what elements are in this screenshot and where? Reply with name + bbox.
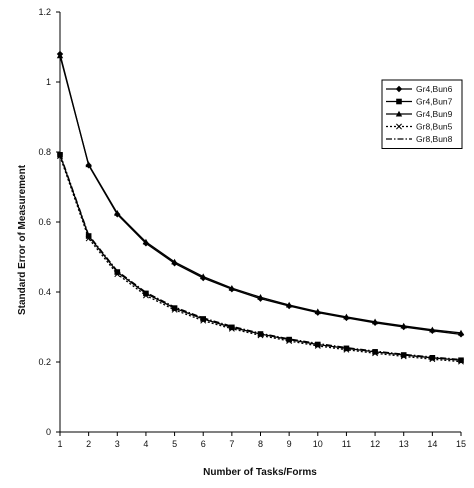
data-point-triangle	[228, 284, 236, 291]
x-tick-label: 6	[201, 439, 206, 449]
data-point-x	[114, 271, 121, 278]
data-point-x	[343, 346, 350, 353]
legend-item: Gr4,Bun9	[386, 109, 453, 119]
y-tick-label: 0.4	[38, 287, 51, 297]
data-point-triangle	[285, 301, 293, 308]
x-tick-label: 13	[399, 439, 409, 449]
data-point-square	[458, 357, 464, 364]
data-point-x	[400, 353, 407, 360]
data-point-square	[200, 316, 207, 322]
x-tick-label: 12	[370, 439, 380, 449]
data-point-triangle	[56, 52, 64, 59]
data-point-square	[171, 305, 178, 311]
y-tick-label: 1.2	[38, 7, 51, 17]
x-axis-title: Number of Tasks/Forms	[203, 467, 317, 478]
series-line	[59, 154, 462, 361]
data-point-x	[396, 123, 402, 130]
series-gr8-bun8	[59, 153, 462, 361]
legend-item: Gr8,Bun5	[386, 122, 453, 132]
axes: 00.20.40.60.811.21 2 3 4 5 6 7 8 9 10 11 12 13 14 15	[38, 7, 466, 449]
x-tick-label: 4	[143, 439, 148, 449]
legend-item: Gr4,Bun7	[386, 97, 453, 107]
x-tick-label: 3	[115, 439, 120, 449]
series-line	[59, 155, 462, 363]
data-point-triangle	[85, 161, 92, 168]
x-tick-label: 7	[229, 439, 234, 449]
legend-item: Gr4,Bun6	[386, 84, 453, 94]
data-point-triangle	[371, 318, 379, 325]
y-axis-title: Standard Error of Measurement	[17, 164, 28, 315]
data-point-diamond	[395, 85, 403, 93]
series-gr4-bun9	[56, 52, 465, 336]
legend: Gr4,Bun6 Gr4,Bun7 Gr4,Bun9 Gr8,Bun5 Gr8,Bun8	[381, 79, 463, 149]
legend-label: Gr4,Bun7	[416, 97, 453, 107]
data-point-square	[396, 98, 402, 105]
data-point-square	[114, 269, 121, 275]
data-point-square	[286, 336, 292, 343]
legend-item: Gr8,Bun8	[386, 134, 453, 144]
x-tick-label: 11	[342, 439, 351, 449]
y-tick-label: 0.8	[38, 147, 51, 157]
data-point-square	[372, 349, 378, 355]
legend-label: Gr8,Bun5	[416, 122, 453, 132]
data-point-triangle	[343, 313, 350, 320]
series-gr4-bun7	[57, 152, 464, 364]
data-point-triangle	[257, 294, 264, 300]
data-point-triangle	[114, 210, 121, 216]
data-point-triangle	[395, 110, 403, 117]
data-point-square	[400, 352, 407, 358]
data-point-square	[85, 233, 92, 239]
series-layer	[56, 50, 465, 365]
x-tick-label: 14	[427, 439, 437, 449]
x-tick-label: 10	[313, 439, 323, 449]
data-point-triangle	[171, 258, 178, 265]
data-point-triangle	[457, 329, 465, 336]
data-point-x	[458, 358, 464, 365]
data-point-square	[229, 324, 235, 331]
data-point-square	[343, 345, 350, 352]
x-tick-label: 9	[287, 439, 292, 449]
x-tick-label: 5	[172, 439, 177, 449]
data-point-triangle	[429, 326, 436, 333]
x-tick-label: 8	[258, 439, 263, 449]
y-tick-label: 1	[46, 77, 51, 87]
data-point-square	[314, 341, 321, 348]
legend-label: Gr8,Bun8	[416, 134, 453, 144]
x-tick-label: 1	[57, 439, 62, 449]
y-tick-label: 0.2	[38, 357, 51, 367]
x-tick-label: 15	[456, 439, 466, 449]
data-point-triangle	[200, 273, 207, 280]
data-point-triangle	[400, 322, 407, 329]
data-point-x	[171, 306, 178, 313]
x-tick-label: 2	[86, 439, 91, 449]
series-line	[59, 153, 462, 361]
data-point-square	[257, 331, 264, 337]
legend-label: Gr4,Bun6	[416, 84, 453, 94]
legend-label: Gr4,Bun9	[416, 109, 453, 119]
data-point-square	[143, 290, 149, 297]
y-tick-label: 0.6	[38, 217, 51, 227]
data-point-x	[286, 338, 293, 344]
data-point-square	[429, 355, 436, 361]
data-point-triangle	[314, 308, 321, 315]
y-tick-label: 0	[46, 427, 51, 437]
data-point-x	[57, 153, 63, 160]
data-point-triangle	[142, 238, 150, 245]
